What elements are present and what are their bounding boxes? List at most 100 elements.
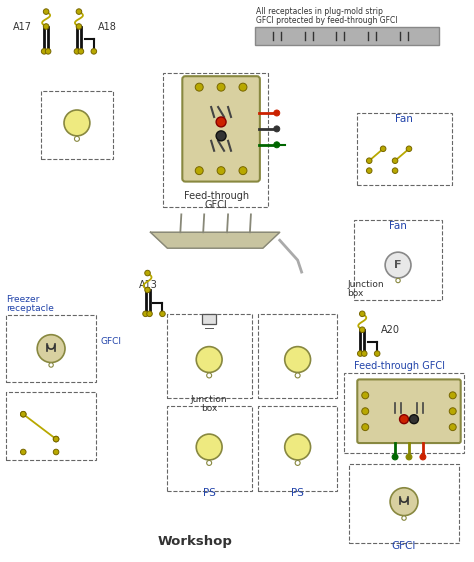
Circle shape	[362, 392, 369, 399]
Circle shape	[53, 436, 59, 442]
Bar	[354, 220, 442, 300]
Circle shape	[145, 287, 150, 293]
Polygon shape	[151, 232, 280, 248]
Text: PS: PS	[291, 488, 304, 498]
Circle shape	[145, 270, 150, 276]
Bar	[164, 73, 268, 207]
Circle shape	[366, 168, 372, 174]
Text: F: F	[394, 260, 402, 270]
Bar	[41, 91, 113, 158]
Circle shape	[366, 158, 372, 164]
Circle shape	[37, 335, 65, 362]
Bar	[357, 113, 452, 184]
Circle shape	[216, 117, 226, 127]
Circle shape	[46, 48, 51, 54]
Circle shape	[385, 252, 411, 278]
Circle shape	[295, 373, 300, 378]
Circle shape	[41, 48, 47, 54]
Circle shape	[53, 436, 59, 442]
Circle shape	[147, 311, 152, 316]
Circle shape	[76, 9, 82, 15]
Text: Workshop: Workshop	[158, 535, 233, 548]
Circle shape	[49, 363, 53, 367]
Text: A20: A20	[381, 325, 400, 335]
Circle shape	[74, 137, 80, 141]
Circle shape	[374, 351, 380, 356]
Text: Feed-through: Feed-through	[183, 192, 249, 202]
Circle shape	[207, 460, 212, 465]
Circle shape	[239, 83, 247, 91]
Text: GFCI: GFCI	[101, 337, 122, 346]
Circle shape	[64, 110, 90, 136]
Text: Junction: Junction	[347, 280, 384, 289]
Circle shape	[410, 415, 419, 424]
Circle shape	[285, 434, 310, 460]
FancyBboxPatch shape	[182, 76, 260, 182]
Bar	[258, 406, 337, 491]
Circle shape	[380, 146, 386, 152]
Bar	[349, 464, 459, 543]
Circle shape	[74, 48, 80, 54]
Circle shape	[274, 126, 280, 132]
Circle shape	[196, 434, 222, 460]
Text: GFCI: GFCI	[205, 201, 228, 210]
Text: GFCI: GFCI	[392, 541, 416, 551]
Circle shape	[20, 411, 26, 417]
Circle shape	[406, 454, 412, 460]
Text: A17: A17	[13, 21, 32, 31]
Text: box: box	[201, 404, 218, 413]
Text: PS: PS	[203, 488, 216, 498]
Circle shape	[400, 415, 409, 424]
Circle shape	[449, 408, 456, 415]
Circle shape	[217, 83, 225, 91]
Circle shape	[359, 311, 365, 316]
Circle shape	[362, 408, 369, 415]
Text: All receptacles in plug-mold strip: All receptacles in plug-mold strip	[256, 7, 383, 16]
Circle shape	[20, 449, 26, 455]
Circle shape	[76, 24, 82, 29]
Circle shape	[392, 158, 398, 164]
Circle shape	[402, 516, 406, 520]
Circle shape	[78, 48, 84, 54]
Circle shape	[207, 373, 212, 378]
Circle shape	[43, 24, 49, 29]
Circle shape	[143, 311, 148, 316]
Circle shape	[406, 146, 412, 152]
Bar	[6, 315, 96, 382]
Circle shape	[43, 9, 49, 15]
Text: Fan: Fan	[389, 221, 407, 232]
Circle shape	[274, 110, 280, 116]
Circle shape	[91, 48, 97, 54]
Circle shape	[274, 142, 280, 148]
Circle shape	[357, 351, 363, 356]
Text: Fan: Fan	[395, 114, 413, 124]
Text: A18: A18	[98, 21, 117, 31]
Text: box: box	[347, 289, 364, 298]
Bar	[255, 28, 439, 46]
Circle shape	[396, 278, 400, 283]
Circle shape	[295, 460, 300, 465]
Circle shape	[217, 167, 225, 175]
Text: receptacle: receptacle	[6, 305, 54, 314]
Text: Junction: Junction	[191, 395, 228, 404]
Circle shape	[285, 347, 310, 373]
Text: GFCI protected by feed-through GFCI: GFCI protected by feed-through GFCI	[256, 16, 397, 25]
Bar	[258, 314, 337, 398]
Circle shape	[53, 449, 59, 455]
Circle shape	[390, 488, 418, 515]
Circle shape	[195, 167, 203, 175]
Bar	[345, 374, 464, 453]
Circle shape	[359, 327, 365, 333]
Bar	[167, 314, 252, 398]
Circle shape	[420, 454, 426, 460]
Circle shape	[362, 351, 367, 356]
Bar	[202, 314, 216, 324]
Circle shape	[195, 83, 203, 91]
Circle shape	[160, 311, 165, 316]
Circle shape	[20, 411, 26, 417]
Text: Freezer: Freezer	[6, 296, 40, 305]
FancyBboxPatch shape	[357, 379, 461, 443]
Text: Feed-through GFCI: Feed-through GFCI	[354, 361, 445, 371]
Bar	[167, 406, 252, 491]
Circle shape	[392, 168, 398, 174]
